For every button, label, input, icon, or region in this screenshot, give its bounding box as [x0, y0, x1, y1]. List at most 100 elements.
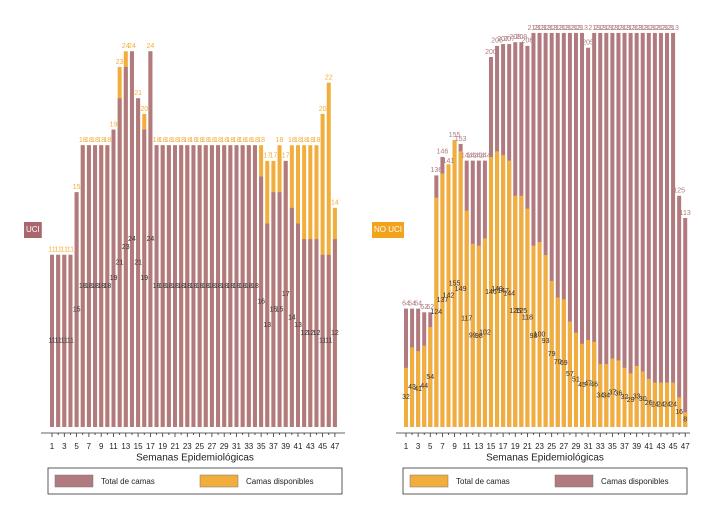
bar — [197, 145, 202, 427]
data-label: 213 — [540, 25, 552, 32]
bar — [240, 145, 245, 427]
x-tick-label: 25 — [547, 442, 556, 451]
bar — [209, 145, 214, 427]
data-label: 205 — [582, 40, 594, 47]
bar — [525, 208, 530, 427]
data-label: 18 — [159, 137, 167, 144]
data-label: 213 — [570, 25, 582, 32]
data-label: 213 — [607, 25, 619, 32]
legend-box — [402, 467, 688, 495]
bar — [628, 373, 633, 427]
data-label: 18 — [196, 283, 204, 290]
x-tick-label: 43 — [306, 442, 315, 451]
data-label: 18 — [183, 283, 191, 290]
bar — [289, 207, 294, 427]
data-label: 21 — [116, 259, 124, 266]
data-label: 15 — [73, 184, 81, 191]
x-tick-label: 23 — [535, 442, 544, 451]
bar — [117, 98, 122, 428]
data-label: 46 — [590, 381, 598, 388]
data-label: 18 — [251, 137, 259, 144]
data-label: 17 — [270, 153, 278, 160]
data-label: 136 — [431, 167, 443, 174]
data-label: 64 — [402, 300, 410, 307]
data-label: 142 — [443, 292, 455, 299]
legend-swatch — [54, 474, 94, 488]
data-label: 18 — [171, 283, 179, 290]
x-tick-label: 31 — [584, 442, 593, 451]
data-label: 213 — [588, 25, 600, 32]
bar — [410, 347, 415, 427]
bar — [640, 371, 645, 427]
data-label: 34 — [596, 392, 604, 399]
bar — [628, 32, 633, 427]
data-label: 41 — [414, 386, 422, 393]
data-label: 24 — [128, 43, 136, 50]
bar — [416, 351, 421, 427]
x-tick-label: 15 — [487, 442, 496, 451]
bar — [326, 254, 331, 427]
bar — [543, 254, 548, 427]
bar — [265, 223, 270, 427]
data-label: 208 — [509, 34, 521, 41]
bar — [598, 364, 603, 427]
bar — [683, 412, 688, 427]
x-tick-label: 27 — [559, 442, 568, 451]
bar — [452, 140, 457, 427]
data-label: 18 — [91, 283, 99, 290]
data-label: 32 — [621, 394, 629, 401]
bar — [185, 145, 190, 427]
data-label: 18 — [306, 137, 314, 144]
x-tick-label: 43 — [656, 442, 665, 451]
data-label: 14 — [288, 314, 296, 321]
legend-swatch — [409, 474, 449, 488]
bar — [271, 192, 276, 427]
data-label: 18 — [165, 283, 173, 290]
bar — [598, 32, 603, 427]
data-label: 64 — [408, 300, 416, 307]
panel-title-box — [372, 222, 404, 238]
x-tick-label: 19 — [511, 442, 520, 451]
bar — [549, 32, 554, 427]
bar — [488, 156, 493, 427]
bar — [634, 32, 639, 427]
data-label: 13 — [294, 322, 302, 329]
data-label: 213 — [546, 25, 558, 32]
data-label: 20 — [319, 106, 327, 113]
x-tick-label: 5 — [428, 442, 433, 451]
bar — [154, 145, 159, 427]
bar — [173, 145, 177, 427]
data-label: 213 — [655, 25, 667, 32]
data-label: 24 — [663, 402, 671, 409]
data-label: 200 — [485, 49, 497, 56]
data-label: 17 — [282, 153, 290, 160]
data-label: 24 — [128, 236, 136, 243]
data-label: 213 — [661, 25, 673, 32]
data-label: 11 — [61, 338, 68, 345]
data-label: 213 — [600, 25, 612, 32]
data-label: 18 — [196, 137, 204, 144]
x-tick-label: 45 — [318, 442, 327, 451]
x-tick-label: 29 — [220, 442, 229, 451]
data-label: 18 — [85, 283, 93, 290]
data-label: 18 — [103, 283, 111, 290]
data-label: 19 — [110, 121, 118, 128]
bar — [604, 364, 609, 427]
data-label: 18 — [183, 137, 191, 144]
data-label: 153 — [455, 136, 467, 143]
bar — [56, 254, 61, 427]
panel-title: NO UCI — [374, 225, 402, 234]
data-label: 18 — [226, 137, 234, 144]
bar — [332, 239, 337, 427]
bar — [683, 217, 688, 427]
bar — [671, 32, 676, 427]
bar — [658, 32, 663, 427]
bar — [665, 32, 670, 427]
bar — [458, 151, 463, 427]
data-label: 24 — [651, 402, 659, 409]
data-label: 18 — [276, 137, 284, 144]
data-label: 21 — [134, 90, 142, 97]
data-label: 18 — [294, 137, 302, 144]
data-label: 18 — [159, 283, 167, 290]
data-label: 18 — [79, 283, 87, 290]
